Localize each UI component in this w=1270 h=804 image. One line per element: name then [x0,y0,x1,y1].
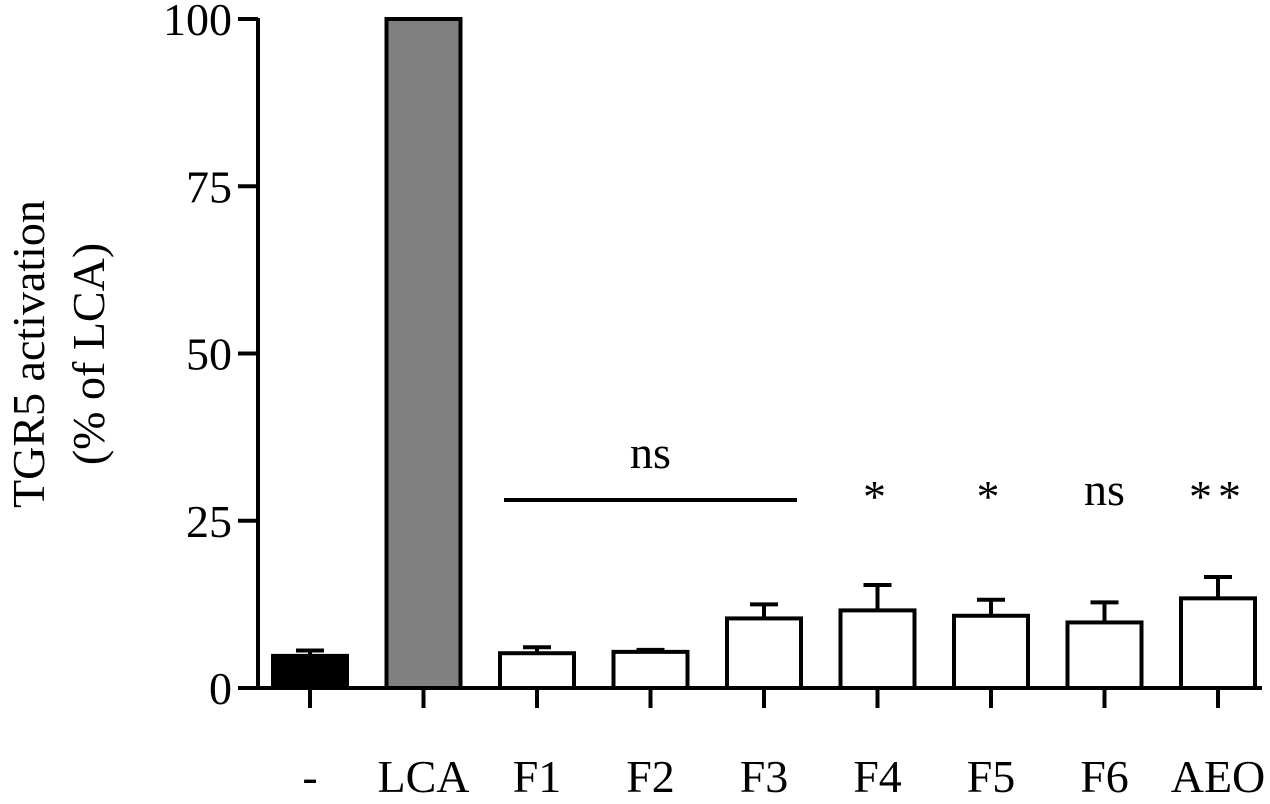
bar-lca [384,17,463,690]
bar-f6 [1065,620,1144,690]
x-tick-label: F2 [626,751,675,802]
significance-label: * [977,471,1006,522]
significance-annotations: ns* * ns ** [504,427,1247,522]
bar-f3 [725,616,803,691]
y-tick-label: 75 [186,161,232,212]
x-tick-label: - [302,751,317,802]
y-axis-label-line-2: (% of LCA) [63,243,114,465]
bar-f2 [611,649,690,691]
x-tick-label: F1 [513,751,562,802]
bar-control [271,653,349,690]
y-tick-label: 0 [209,663,232,714]
x-tick-label: F4 [853,751,902,802]
x-tick-label: AEO [1171,751,1266,802]
significance-label: ns [1084,464,1125,515]
significance-label: ns [630,427,671,478]
y-tick-label: 25 [186,496,232,547]
bar-f1 [498,651,576,690]
y-tick-label: 50 [186,329,232,380]
x-tick-label: LCA [378,751,470,802]
bars [271,17,1257,691]
y-ticks: 0 25 50 75 100 [163,0,258,714]
y-axis-label: TGR5 activation (% of LCA) [3,200,114,508]
bar-aeo [1179,596,1257,690]
x-ticks: - LCA F1 F2 F3 F4 F5 F6 AEO [302,688,1265,802]
significance-label: ** [1189,471,1247,522]
y-tick-label: 100 [163,0,232,45]
y-axis-label-line-1: TGR5 activation [3,200,54,508]
x-tick-label: F6 [1080,751,1129,802]
bar-f5 [952,613,1030,690]
significance-label: * [863,471,892,522]
bar-f4 [838,608,917,690]
x-tick-label: F3 [740,751,789,802]
x-tick-label: F5 [967,751,1016,802]
